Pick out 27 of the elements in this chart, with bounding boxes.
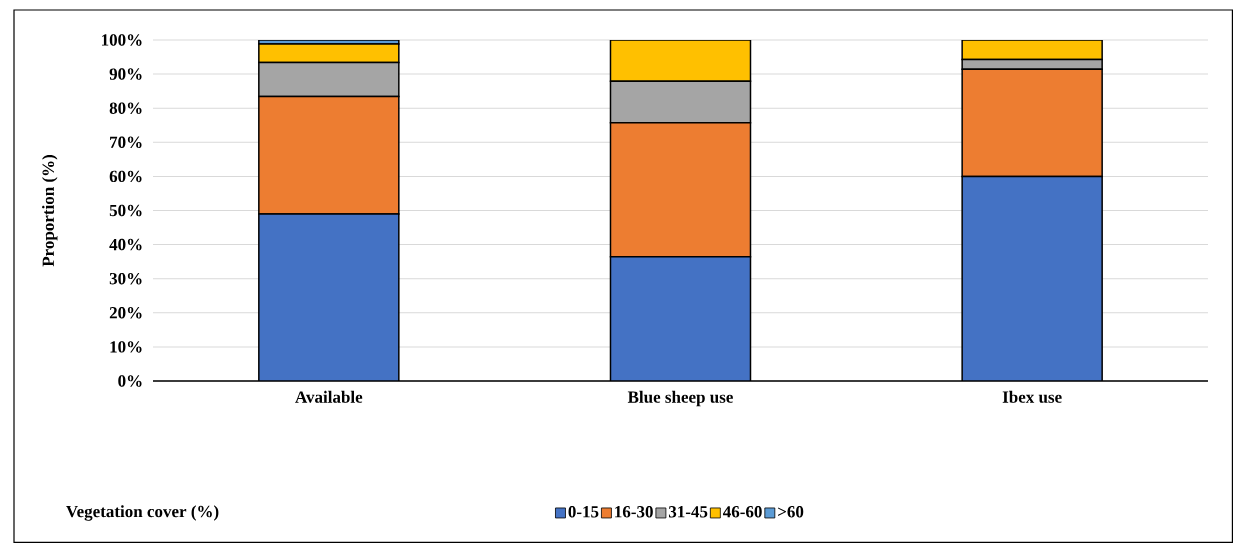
bar (258, 43, 400, 64)
y-tick-label: 70% (110, 136, 142, 149)
bar (258, 213, 399, 381)
legend-label: 46-60 (722, 506, 762, 518)
x-tick-label: Ibex use (1002, 390, 1062, 403)
y-tick-label: 80% (109, 102, 142, 114)
legend-label: 0-15 (568, 506, 599, 518)
y-tick-label: 10% (110, 341, 142, 353)
bar (610, 256, 751, 381)
y-tick-label: 60% (109, 170, 142, 183)
x-tick-label: Available (295, 390, 363, 403)
y-tick-label: 40% (109, 238, 142, 251)
y-axis-title: Proportion (%) (42, 154, 58, 267)
y-tick-label: 100% (102, 34, 142, 46)
y-tick-label: 30% (109, 272, 142, 285)
y-tick-label: 50% (109, 204, 142, 217)
legend-label: 31-45 (668, 506, 708, 518)
bar (961, 40, 1103, 61)
legend-label: 16-30 (615, 506, 653, 518)
bar (961, 175, 1103, 381)
legend-label: >60 (778, 506, 804, 518)
y-tick-label: 0% (118, 375, 142, 387)
y-tick-label: 90% (109, 68, 142, 80)
x-tick-label: Blue sheep use (627, 390, 733, 407)
y-tick-label: 20% (109, 307, 142, 319)
legend-title: Vegetation cover (%) (66, 505, 219, 521)
bar (609, 40, 752, 83)
